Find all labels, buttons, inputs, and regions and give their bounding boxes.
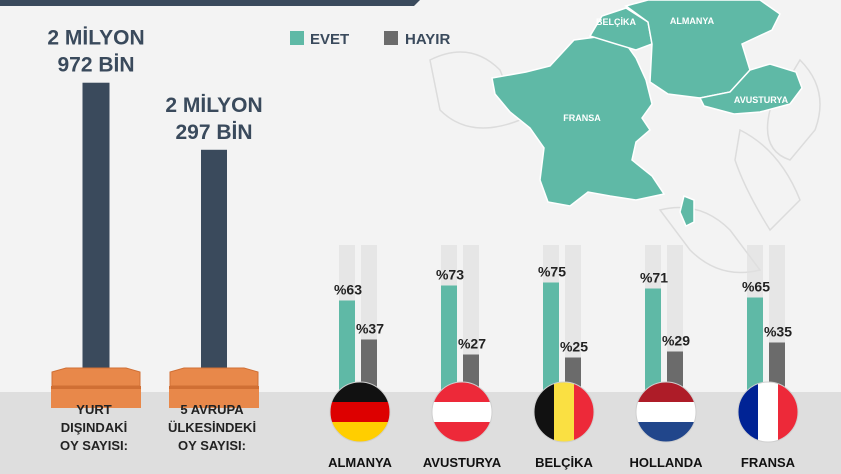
total-votes-category-label: OY SAYISI:: [60, 438, 128, 453]
label-evet: %75: [538, 264, 566, 280]
label-hayir: %25: [560, 339, 588, 355]
legend-swatch-hayir: [384, 31, 398, 45]
map-country-avusturya: [698, 63, 803, 115]
flag-stripe: [778, 382, 798, 442]
label-evet: %71: [640, 270, 668, 286]
total-votes-category-label: ÜLKESİNDEKİ: [168, 420, 256, 435]
flag-stripe: [554, 382, 574, 442]
map-label-belcika: BELÇİKA: [596, 17, 636, 27]
country-label: AVUSTURYA: [423, 455, 502, 470]
flag-ring: [329, 381, 391, 443]
ballot-box-lid: [51, 367, 141, 387]
total-votes-category-label: OY SAYISI:: [178, 438, 246, 453]
total-votes-category-label: YURT: [76, 402, 111, 417]
flag-ring: [737, 381, 799, 443]
flag-stripe: [636, 422, 696, 442]
total-votes-value-label: 972 BİN: [57, 54, 134, 77]
legend-label-evet: EVET: [310, 31, 349, 48]
flag-stripe: [574, 382, 594, 442]
total-votes-category-label: 5 AVRUPA: [180, 402, 244, 417]
ballot-box: [51, 386, 141, 408]
germany-flag: [330, 382, 390, 442]
bar-evet: [543, 282, 559, 395]
map-island-corsica: [679, 194, 695, 228]
flag-stripe: [534, 382, 554, 442]
legend-swatch-evet: [290, 31, 304, 45]
total-votes-value-label: 2 MİLYON: [165, 94, 262, 117]
country-label: HOLLANDA: [630, 455, 704, 470]
country-label: BELÇİKA: [535, 455, 593, 470]
flag-stripe: [636, 402, 696, 422]
label-evet: %63: [334, 282, 362, 298]
flag-ring: [431, 381, 493, 443]
flag-stripe: [738, 382, 758, 442]
flag-stripe: [330, 402, 390, 422]
bar-evet: [747, 297, 763, 395]
flag-stripe: [330, 382, 390, 402]
flag-stripe: [758, 382, 778, 442]
total-votes-chart: 2 MİLYON 972 BİN YURT DIŞINDAKİ OY SAYISI: 2 …: [47, 27, 262, 453]
map-label-almanya: ALMANYA: [670, 16, 715, 26]
bar-evet: [339, 300, 355, 395]
bar-hayir: [361, 339, 377, 395]
bar-hayir: [769, 342, 785, 395]
total-votes-value-label: 297 BİN: [175, 121, 252, 144]
total-votes-value-label: 2 MİLYON: [47, 27, 144, 50]
ballot-box-lid: [169, 367, 259, 387]
flag-stripe: [432, 402, 492, 422]
total-votes-bar: [201, 149, 227, 378]
bar-evet: [441, 285, 457, 395]
label-hayir: %37: [356, 321, 384, 337]
label-hayir: %35: [764, 324, 792, 340]
belgium-flag: [534, 382, 594, 442]
france-flag: [738, 382, 798, 442]
bar-evet: [645, 288, 661, 395]
total-votes-bar: [82, 82, 110, 379]
flag-stripe: [432, 382, 492, 402]
top-banner: [0, 0, 420, 6]
austria-flag: [432, 382, 492, 442]
legend: EVET HAYIR: [290, 31, 450, 48]
flag-ring: [533, 381, 595, 443]
label-evet: %65: [742, 279, 770, 295]
netherlands-flag: [636, 382, 696, 442]
flag-stripe: [432, 422, 492, 442]
ballot-box-edge: [169, 386, 259, 389]
label-hayir: %29: [662, 333, 690, 349]
total-votes-category-label: DIŞINDAKİ: [61, 420, 127, 435]
flag-stripe: [330, 422, 390, 442]
flag-stripe: [636, 382, 696, 402]
ballot-box: [169, 386, 259, 408]
country-results-chart: %63 %37 ALMANYA %73 %27 AVUSTURYA %75 %25 BELÇİK…: [328, 245, 799, 470]
map-label-avusturya: AVUSTURYA: [734, 95, 789, 105]
europe-map: [491, 0, 803, 228]
label-evet: %73: [436, 267, 464, 283]
flag-ring: [635, 381, 697, 443]
label-hayir: %27: [458, 336, 486, 352]
country-label: ALMANYA: [328, 455, 392, 470]
map-label-fransa: FRANSA: [563, 113, 601, 123]
legend-label-hayir: HAYIR: [405, 31, 450, 48]
ballot-box-edge: [51, 386, 141, 389]
country-label: FRANSA: [741, 455, 796, 470]
